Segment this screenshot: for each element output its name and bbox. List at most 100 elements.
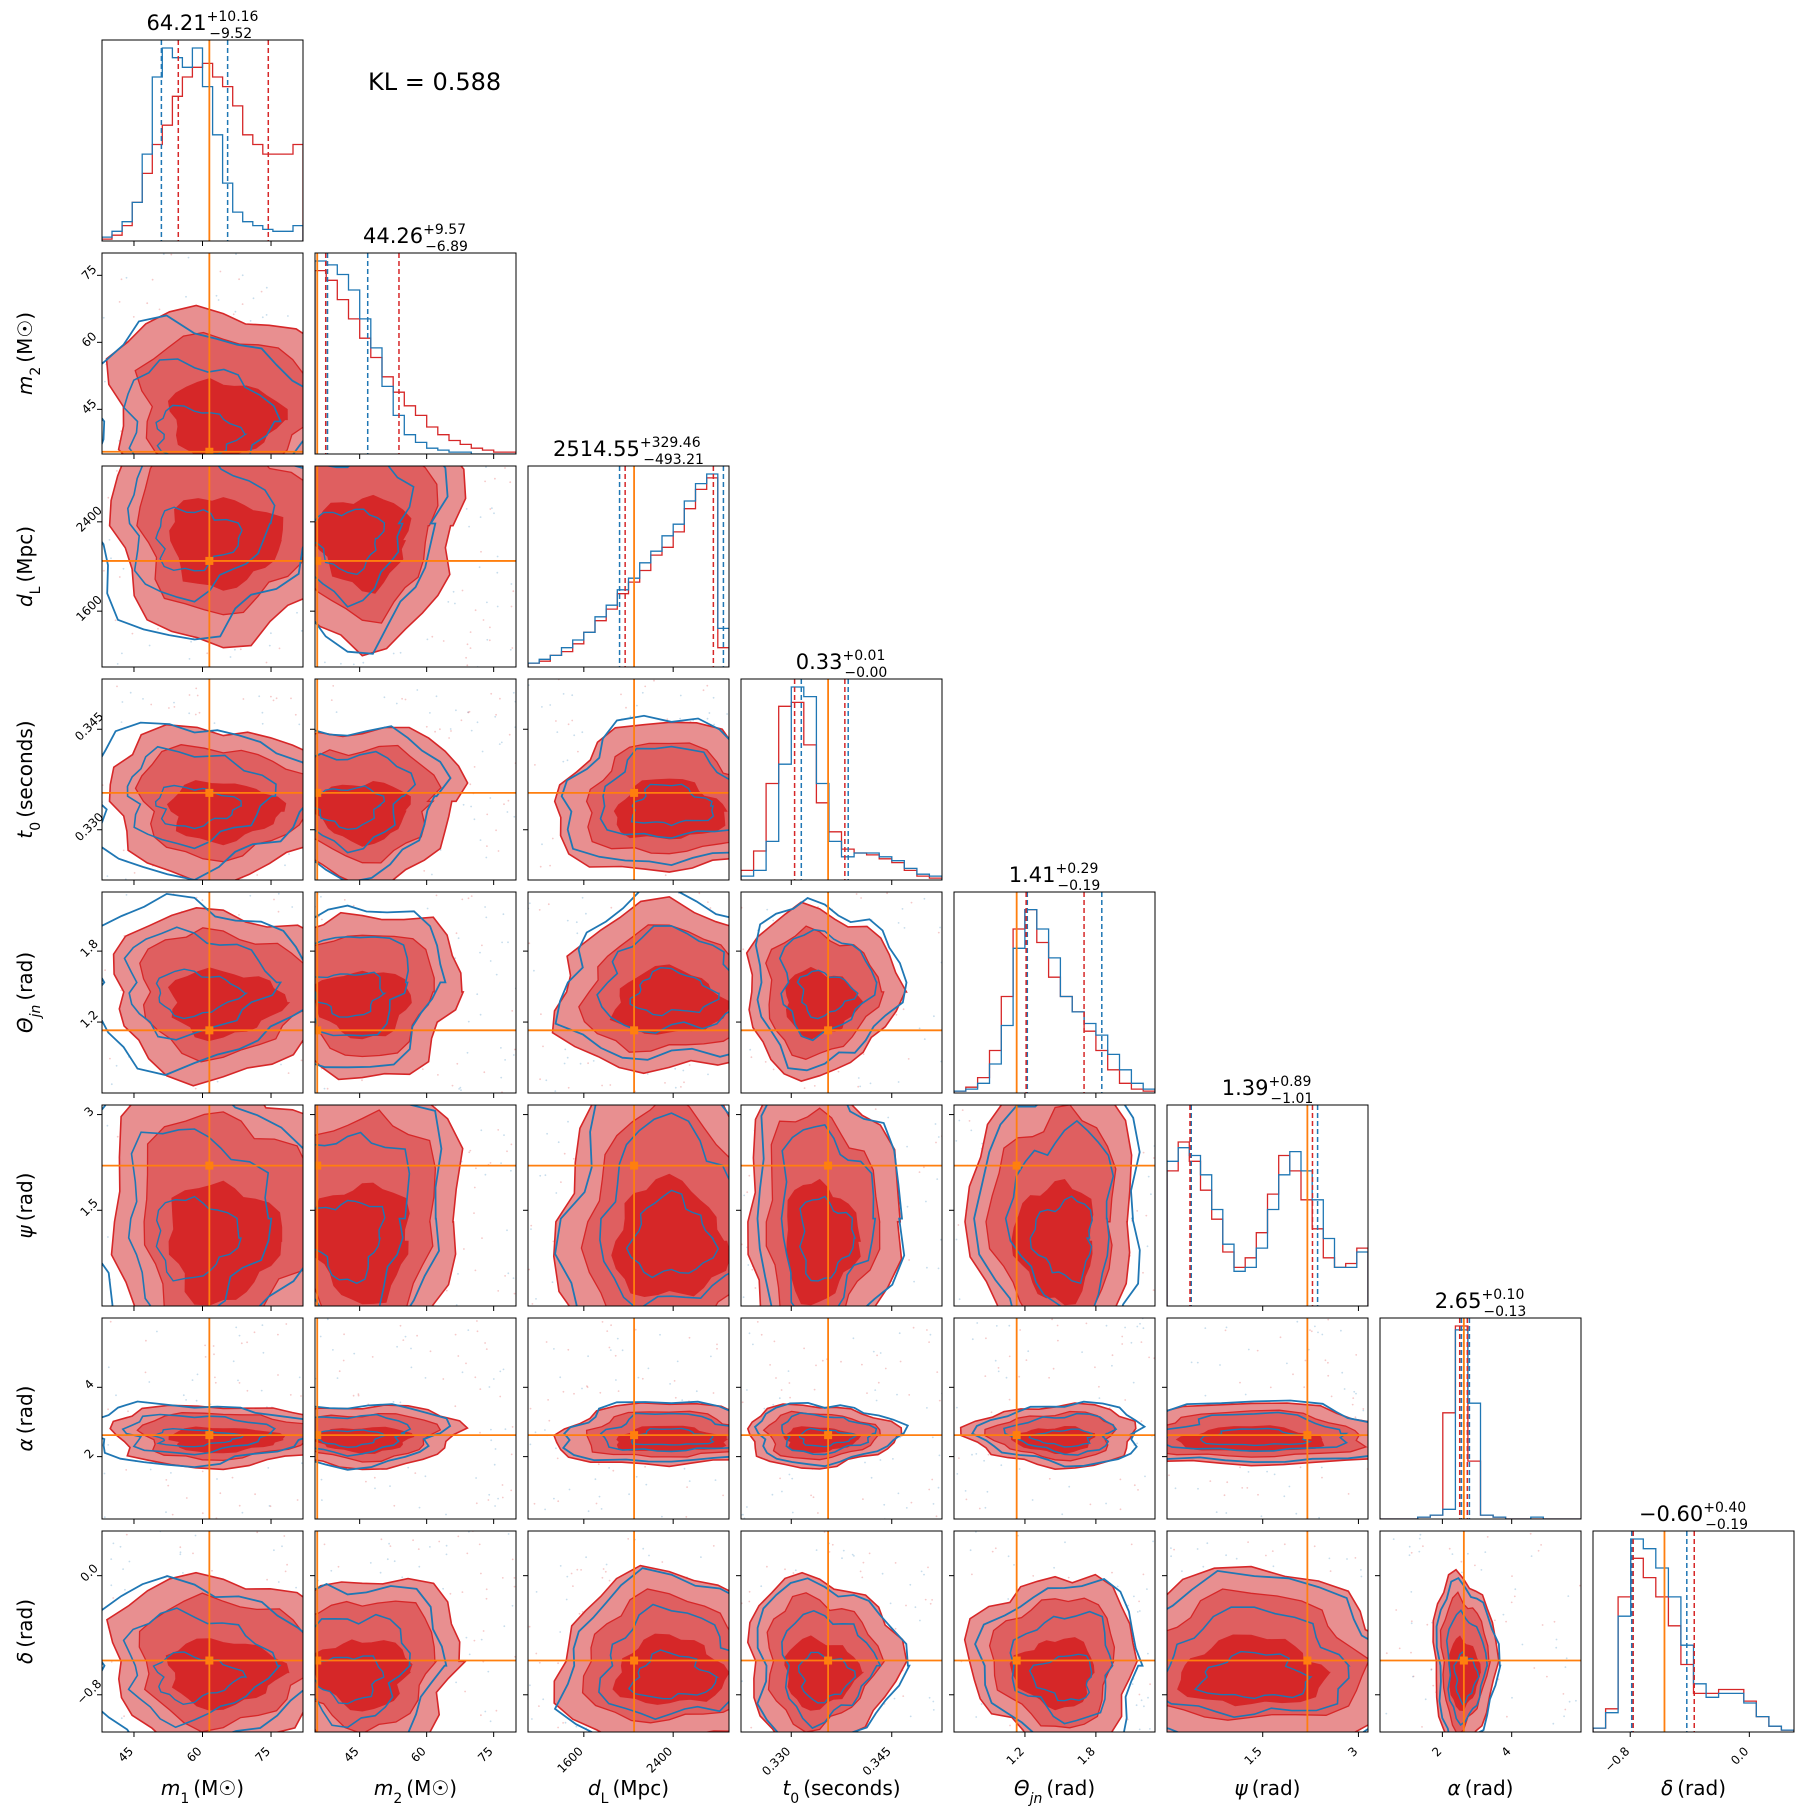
sample-point bbox=[538, 1661, 541, 1664]
sample-point bbox=[506, 811, 509, 813]
sample-point bbox=[1579, 1584, 1581, 1587]
sample-point bbox=[272, 699, 275, 702]
sample-point bbox=[495, 829, 497, 832]
x-tick-label-5-0: 1.5 bbox=[1241, 1744, 1264, 1767]
y-tick-label-3-0: 0.330 bbox=[72, 810, 106, 844]
sample-point bbox=[831, 1543, 834, 1546]
sample-point bbox=[1202, 1565, 1205, 1568]
sample-point bbox=[542, 1045, 544, 1048]
sample-point bbox=[125, 1469, 128, 1471]
x-tick-label-6-1: 4 bbox=[1499, 1744, 1514, 1759]
sample-point bbox=[109, 1320, 112, 1323]
sample-point bbox=[265, 286, 268, 289]
sample-point bbox=[1197, 1487, 1199, 1490]
sample-point bbox=[1138, 1693, 1141, 1696]
sample-point bbox=[109, 1057, 111, 1060]
sample-point bbox=[110, 1584, 113, 1587]
sample-point bbox=[489, 960, 492, 962]
sample-point bbox=[971, 1338, 974, 1341]
contour-blue-mid bbox=[123, 926, 283, 1041]
sample-point bbox=[1005, 1376, 1008, 1379]
y-tick-label-6-1: 4 bbox=[82, 1377, 97, 1392]
sample-point bbox=[722, 1494, 724, 1497]
sample-point bbox=[374, 1487, 376, 1490]
sample-point bbox=[455, 1681, 457, 1684]
sample-point bbox=[352, 1394, 355, 1397]
sample-point bbox=[1292, 1373, 1294, 1376]
sample-point bbox=[497, 1290, 500, 1292]
sample-point bbox=[480, 1572, 482, 1575]
sample-point bbox=[881, 1572, 884, 1575]
sample-point bbox=[268, 1505, 271, 1507]
sample-point bbox=[1152, 1289, 1155, 1291]
sample-point bbox=[119, 1545, 122, 1548]
sample-point bbox=[301, 1462, 303, 1465]
sample-point bbox=[1181, 1570, 1183, 1573]
sample-point bbox=[938, 1454, 941, 1457]
sample-point bbox=[1510, 1601, 1513, 1604]
sample-point bbox=[1568, 1700, 1571, 1703]
sample-point bbox=[599, 1391, 602, 1394]
sample-point bbox=[106, 875, 109, 878]
sample-point bbox=[932, 1700, 935, 1703]
sample-point bbox=[465, 508, 468, 510]
sample-point bbox=[485, 916, 488, 919]
sample-point bbox=[473, 1639, 476, 1642]
sample-point bbox=[332, 685, 335, 687]
sample-point bbox=[399, 1324, 402, 1327]
marginal-title-5: 1.39+0.89 −1.01 bbox=[1222, 1074, 1314, 1107]
sample-point bbox=[528, 1268, 531, 1271]
sample-point bbox=[455, 1304, 458, 1306]
sample-point bbox=[566, 1056, 569, 1059]
sample-point bbox=[116, 685, 118, 688]
panel-frame bbox=[953, 1530, 1156, 1733]
sample-point bbox=[1204, 1394, 1207, 1397]
sample-point bbox=[469, 1149, 472, 1152]
sample-point bbox=[486, 601, 488, 604]
sample-point bbox=[132, 316, 135, 318]
sample-point bbox=[572, 1585, 574, 1587]
sample-point bbox=[508, 733, 511, 736]
sample-point bbox=[876, 1354, 878, 1357]
sample-point bbox=[1224, 1329, 1227, 1332]
sample-point bbox=[1174, 1487, 1177, 1490]
sample-point bbox=[494, 477, 496, 480]
sample-point bbox=[794, 1569, 797, 1572]
sample-point bbox=[278, 647, 281, 650]
sample-point bbox=[1422, 1545, 1424, 1548]
sample-point bbox=[512, 691, 515, 694]
sample-point bbox=[862, 1561, 865, 1564]
truth-marker bbox=[630, 1656, 639, 1665]
sample-point bbox=[277, 1374, 279, 1376]
panel-4-3 bbox=[736, 891, 943, 1098]
sample-point bbox=[772, 1403, 775, 1406]
panel-4-0: 1.2 1.8 bbox=[77, 891, 304, 1098]
sample-point bbox=[1136, 1325, 1139, 1328]
sample-point bbox=[501, 1484, 504, 1486]
sample-point bbox=[480, 1638, 483, 1641]
sample-point bbox=[201, 899, 204, 901]
x-tick-label-2-0: 1600 bbox=[554, 1744, 585, 1775]
panel-7-0: 45 60 75 −0.8 0.0 bbox=[74, 1530, 304, 1765]
sample-point bbox=[182, 1572, 184, 1574]
sample-point bbox=[118, 301, 121, 303]
sample-point bbox=[1269, 1386, 1272, 1389]
sample-point bbox=[513, 1585, 516, 1588]
sample-point bbox=[748, 1174, 751, 1177]
contour-blue-mid bbox=[599, 1412, 729, 1453]
sample-point bbox=[1408, 1554, 1411, 1557]
sample-point bbox=[659, 1333, 661, 1336]
y-axis-label-7: δ(rad) bbox=[13, 1599, 37, 1664]
sample-point bbox=[343, 899, 346, 901]
sample-point bbox=[165, 1479, 168, 1481]
sample-point bbox=[1398, 1647, 1401, 1650]
sample-point bbox=[371, 1356, 374, 1358]
sample-point bbox=[1352, 1397, 1355, 1399]
sample-point bbox=[122, 567, 125, 570]
sample-point bbox=[454, 1333, 457, 1336]
sample-point bbox=[669, 1383, 671, 1385]
sample-point bbox=[120, 278, 123, 281]
sample-point bbox=[1121, 1343, 1124, 1345]
contour-blue-inner bbox=[315, 1655, 385, 1705]
sample-point bbox=[467, 1020, 470, 1023]
